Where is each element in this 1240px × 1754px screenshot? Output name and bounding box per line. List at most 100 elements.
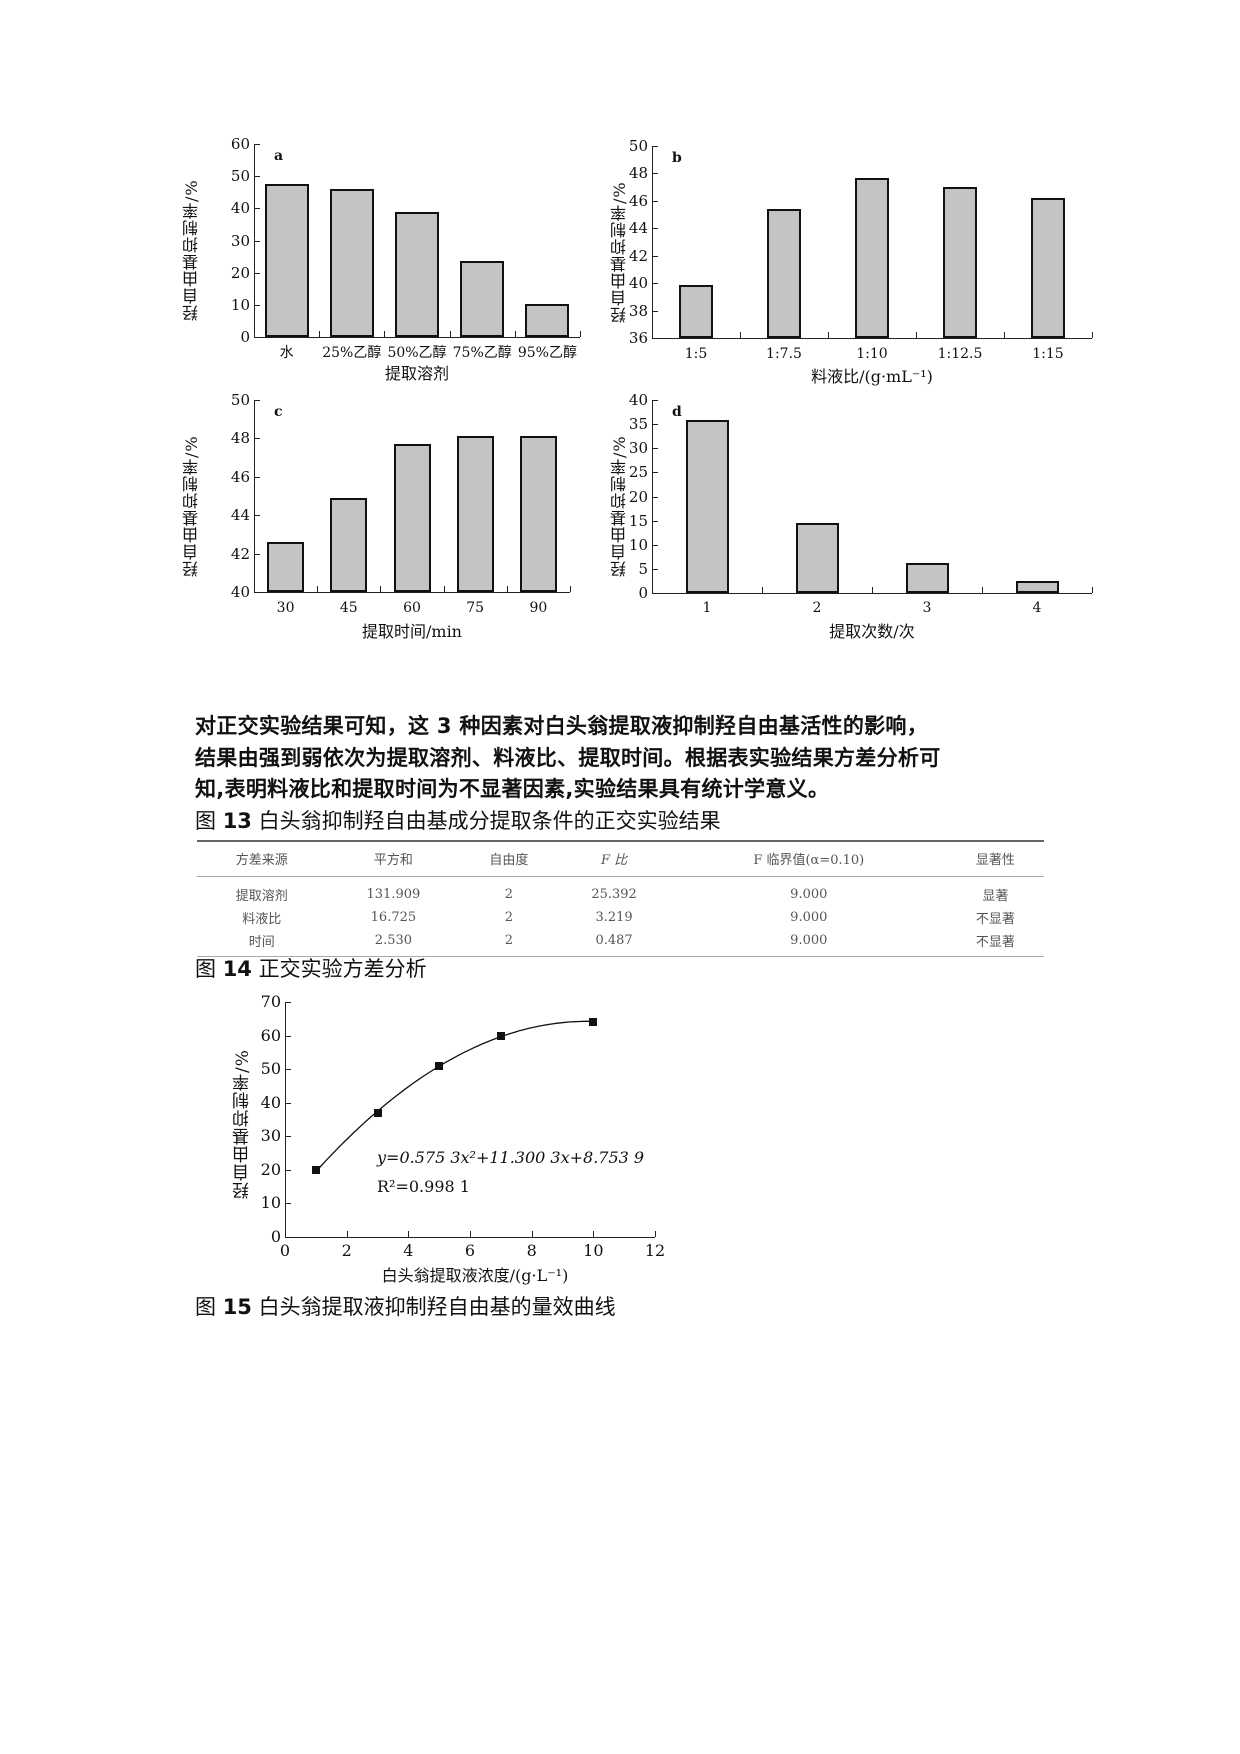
x-tick <box>380 586 382 592</box>
anova-table: 方差来源 平方和 自由度 F 比 F 临界值(α=0.10) 显著性 提取溶剂 … <box>197 840 1044 957</box>
x-tick <box>916 332 917 338</box>
bar <box>767 209 801 338</box>
bar <box>855 177 889 338</box>
x-tick <box>740 332 741 338</box>
table-cell: 2 <box>504 910 514 925</box>
x-tick <box>531 1231 533 1237</box>
bar <box>393 444 431 592</box>
table-cell: 16.725 <box>370 910 417 925</box>
x-tick <box>1004 332 1005 338</box>
y-tick-label: 46 <box>628 191 648 210</box>
figure-14-caption: 图 14 正交实验方差分析 <box>195 953 427 983</box>
y-tick <box>254 515 260 517</box>
y-tick <box>254 592 260 593</box>
table-cell: 131.909 <box>366 887 421 902</box>
column-header: 方差来源 <box>197 840 327 877</box>
x-tick <box>1092 587 1093 593</box>
x-axis <box>652 338 1092 339</box>
y-tick <box>254 304 260 306</box>
x-tick <box>319 331 321 337</box>
y-tick-label: 35 <box>628 415 648 434</box>
y-tick <box>652 568 658 570</box>
table-row: 时间 2.530 2 0.487 9.000 不显著 <box>197 929 1044 957</box>
y-tick <box>285 1203 291 1205</box>
y-tick-label: 36 <box>628 329 648 347</box>
x-tick <box>470 1231 471 1237</box>
y-tick <box>254 553 260 555</box>
data-point <box>311 1165 320 1174</box>
x-axis <box>254 337 580 338</box>
caption-prefix: 图 <box>195 957 216 981</box>
y-tick <box>254 240 260 242</box>
y-tick <box>285 1237 291 1238</box>
x-tick <box>317 586 319 592</box>
figure-13-caption: 图 13 白头翁抑制羟自由基成分提取条件的正交实验结果 <box>195 805 721 835</box>
x-axis-title: 提取溶剂 <box>384 364 449 383</box>
y-tick <box>254 400 260 401</box>
y-tick-label: 40 <box>230 199 250 218</box>
y-tick-label: 50 <box>230 391 250 409</box>
x-tick <box>408 1231 410 1237</box>
y-tick-label: 5 <box>638 559 648 578</box>
x-tick-label: 2 <box>812 600 822 616</box>
y-tick <box>652 173 658 175</box>
bar <box>519 436 557 592</box>
paragraph-line-2: 结果由强到弱依次为提取溶剂、料液比、提取时间。根据表实验结果方差分析可 <box>195 746 941 770</box>
column-header: 显著性 <box>946 840 1044 877</box>
r-squared: R²=0.998 1 <box>377 1177 470 1196</box>
x-tick <box>285 1231 286 1237</box>
y-tick <box>652 496 658 498</box>
y-tick <box>652 255 658 257</box>
x-axis <box>254 592 570 593</box>
x-tick-label: 1:10 <box>856 346 888 362</box>
y-tick-label: 0 <box>240 328 250 346</box>
table-cell: 2 <box>504 887 514 902</box>
bar <box>395 211 439 337</box>
x-tick <box>449 331 451 337</box>
data-point <box>435 1061 444 1070</box>
y-tick-label: 30 <box>230 231 250 250</box>
table-cell: 时间 <box>197 929 327 957</box>
caption-number: 14 <box>222 957 252 981</box>
figure-15-caption: 图 15 白头翁提取液抑制羟自由基的量效曲线 <box>195 1291 616 1321</box>
x-tick-label: 45 <box>339 600 358 616</box>
y-tick-label: 60 <box>230 135 250 153</box>
y-tick-label: 70 <box>260 992 281 1011</box>
x-tick <box>1092 332 1093 338</box>
x-tick <box>580 331 581 337</box>
x-tick-label: 12 <box>644 1241 666 1260</box>
paragraph-line-1: 对正交实验结果可知，这 3 种因素对白头翁提取液抑制羟自由基活性的影响， <box>195 714 929 738</box>
y-tick-label: 46 <box>230 467 250 486</box>
y-axis <box>285 1002 286 1237</box>
y-tick <box>652 400 658 401</box>
y-tick <box>285 1136 291 1138</box>
data-point <box>589 1018 598 1027</box>
x-tick-label: 3 <box>922 600 932 616</box>
table-cell: 显著 <box>982 889 1009 904</box>
y-tick-label: 30 <box>260 1126 281 1146</box>
y-tick <box>652 593 658 594</box>
panel-label: a <box>274 148 284 164</box>
x-tick-label: 75 <box>466 600 485 616</box>
x-tick-label: 2 <box>341 1241 352 1260</box>
table-cell: 2 <box>460 929 558 957</box>
y-tick-label: 25 <box>628 463 648 482</box>
y-tick <box>652 338 658 339</box>
x-tick-label: 4 <box>1032 600 1042 616</box>
y-tick <box>652 424 658 426</box>
x-axis-title: 料液比/(g·mL⁻¹) <box>811 367 933 386</box>
y-tick <box>652 544 658 546</box>
x-tick-label: 60 <box>403 600 421 616</box>
paragraph-line-3: 知,表明料液比和提取时间为不显著因素,实验结果具有统计学意义。 <box>195 777 830 801</box>
x-tick <box>514 331 516 337</box>
data-point <box>373 1108 382 1117</box>
x-tick-label: 75%乙醇 <box>452 345 512 361</box>
x-tick-label: 25%乙醇 <box>322 345 382 361</box>
x-tick-label: 水 <box>279 345 294 361</box>
x-axis-title: 提取次数/次 <box>829 622 915 641</box>
x-tick <box>593 1231 595 1237</box>
x-tick-label: 95%乙醇 <box>517 345 577 361</box>
bar <box>685 420 729 593</box>
y-tick <box>254 208 260 210</box>
y-tick-label: 50 <box>230 167 250 186</box>
